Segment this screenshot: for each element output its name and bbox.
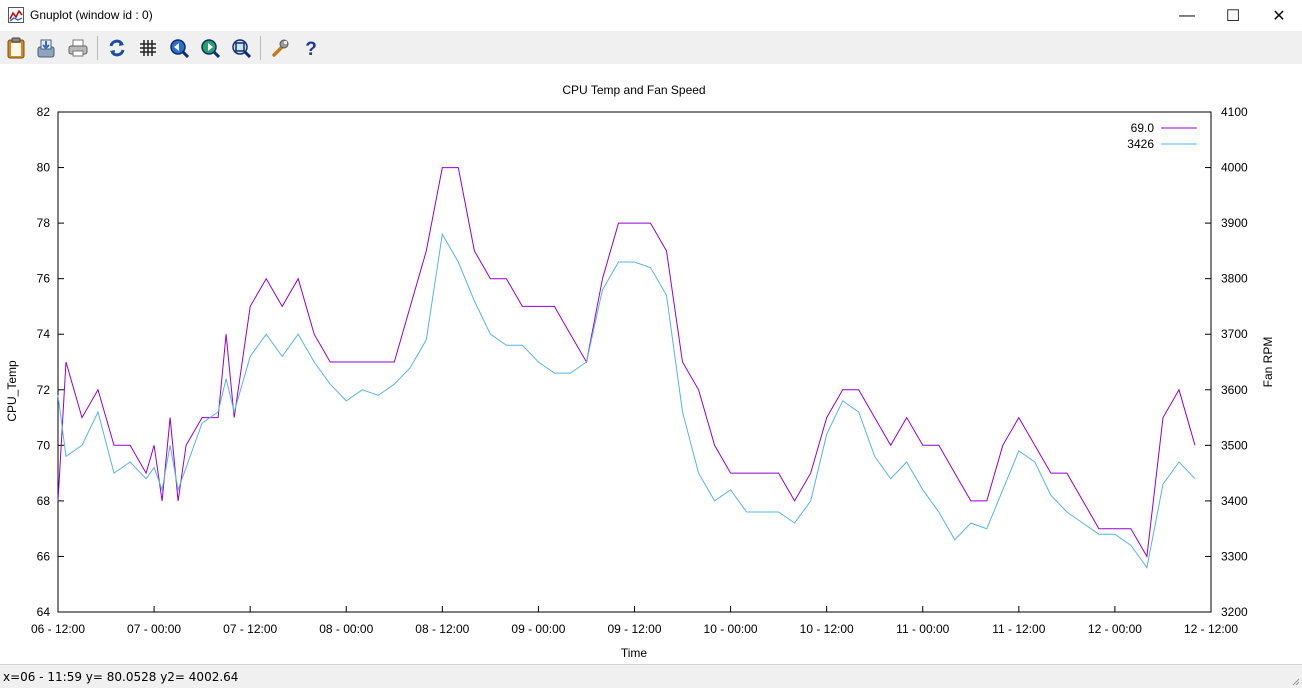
toolbar: [0, 31, 1302, 64]
zoom-previous-button[interactable]: [167, 36, 191, 60]
y-tick-label: 78: [37, 216, 51, 230]
y2-tick-label: 3700: [1221, 327, 1248, 341]
printer-icon: [68, 39, 88, 57]
x-tick-label: 11 - 00:00: [896, 622, 949, 636]
chart-title: CPU Temp and Fan Speed: [562, 83, 705, 97]
data-lines: [57, 167, 1196, 569]
grid-icon: [140, 40, 156, 56]
zoom-prev-icon: [170, 39, 189, 58]
clipboard-icon: [7, 37, 25, 59]
gnuplot-app-icon: [8, 7, 24, 23]
options-button[interactable]: [268, 36, 292, 60]
wrench-icon: [272, 39, 289, 57]
x-tick-label: 08 - 00:00: [319, 622, 373, 636]
maximize-icon: ☐: [1225, 7, 1241, 25]
plot-border: [57, 111, 1212, 613]
legend-label-series-1: 69.0: [1131, 121, 1155, 135]
axis-ticks: 64 66 68 70 72 74 76 78 80 82 3200 3300 3400 3500 3600…: [31, 105, 1248, 636]
series-line-1: [57, 167, 1196, 558]
y2-tick-label: 4100: [1221, 105, 1248, 119]
y-tick-label: 74: [37, 327, 51, 341]
refresh-icon: [109, 39, 125, 57]
svg-text:?: ?: [305, 39, 317, 58]
y-axis-label: CPU_Temp: [5, 360, 19, 422]
save-icon: [37, 39, 55, 58]
y2-tick-label: 3900: [1221, 216, 1248, 230]
x-tick-label: 10 - 12:00: [800, 622, 854, 636]
x-tick-label: 07 - 00:00: [127, 622, 181, 636]
y2-axis-label: Fan RPM: [1261, 337, 1275, 388]
x-tick-label: 09 - 00:00: [511, 622, 565, 636]
toggle-grid-button[interactable]: [136, 36, 160, 60]
x-tick-label: 12 - 12:00: [1184, 622, 1238, 636]
y2-tick-label: 3200: [1221, 605, 1248, 619]
plot-area[interactable]: CPU Temp and Fan Speed 64 66 68 70 72 74 76 78 8…: [0, 64, 1302, 664]
y-tick-label: 68: [37, 494, 51, 508]
x-tick-label: 10 - 00:00: [704, 622, 758, 636]
y2-tick-label: 3300: [1221, 549, 1248, 563]
legend: 69.0 3426: [1127, 121, 1197, 151]
y2-tick-label: 3400: [1221, 494, 1248, 508]
autoscale-button[interactable]: [229, 36, 253, 60]
minimize-button[interactable]: —: [1164, 0, 1210, 31]
toolbar-separator: [97, 36, 98, 60]
y-tick-label: 76: [37, 272, 51, 286]
minimize-icon: —: [1179, 6, 1195, 24]
y2-tick-label: 3500: [1221, 438, 1248, 452]
legend-label-series-2: 3426: [1127, 137, 1154, 151]
help-button[interactable]: ?: [299, 36, 323, 60]
replot-button[interactable]: [105, 36, 129, 60]
x-tick-label: 07 - 12:00: [223, 622, 277, 636]
close-button[interactable]: ✕: [1256, 0, 1302, 31]
title-bar: Gnuplot (window id : 0) — ☐ ✕: [0, 0, 1302, 31]
y-tick-label: 64: [37, 605, 51, 619]
y-tick-label: 72: [37, 383, 51, 397]
zoom-next-button[interactable]: [198, 36, 222, 60]
x-tick-label: 12 - 00:00: [1088, 622, 1142, 636]
copy-to-clipboard-button[interactable]: [4, 36, 28, 60]
y-tick-label: 80: [37, 161, 51, 175]
zoom-next-icon: [201, 39, 220, 58]
x-axis-label: Time: [621, 646, 648, 660]
y2-tick-label: 3600: [1221, 383, 1248, 397]
series-line-2: [57, 232, 1196, 569]
y2-tick-label: 4000: [1221, 161, 1248, 175]
maximize-button[interactable]: ☐: [1210, 0, 1256, 31]
help-icon: ?: [305, 39, 317, 58]
y-tick-label: 70: [37, 438, 51, 452]
x-tick-label: 08 - 12:00: [415, 622, 469, 636]
y2-tick-label: 3800: [1221, 272, 1248, 286]
y-tick-label: 66: [37, 549, 51, 563]
print-button[interactable]: [66, 36, 90, 60]
x-tick-label: 06 - 12:00: [31, 622, 85, 636]
status-bar: x=06 - 11:59 y= 80.0528 y2= 4002.64: [0, 664, 1302, 688]
window-title: Gnuplot (window id : 0): [30, 8, 153, 22]
y-tick-label: 82: [37, 105, 51, 119]
close-icon: ✕: [1272, 7, 1286, 25]
resize-grip-icon[interactable]: [1290, 676, 1300, 686]
save-button[interactable]: [34, 36, 58, 60]
zoom-fit-icon: [232, 39, 251, 58]
cursor-coordinates: x=06 - 11:59 y= 80.0528 y2= 4002.64: [3, 670, 239, 684]
x-tick-label: 09 - 12:00: [607, 622, 661, 636]
toolbar-separator: [260, 36, 261, 60]
x-tick-label: 11 - 12:00: [992, 622, 1045, 636]
